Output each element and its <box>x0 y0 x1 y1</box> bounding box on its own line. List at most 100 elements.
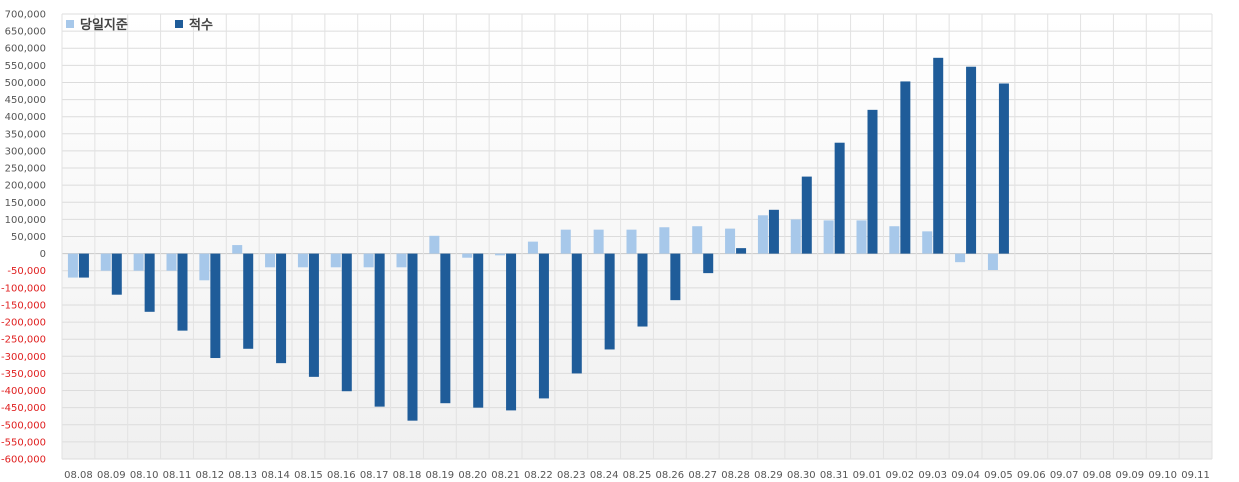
bar-accumulated <box>801 176 812 254</box>
bar-daily-reserve <box>757 215 768 254</box>
x-tick-label: 08.15 <box>294 470 323 481</box>
bar-accumulated <box>736 248 747 254</box>
x-tick-label: 08.24 <box>590 470 619 481</box>
bar-daily-reserve <box>889 226 900 254</box>
legend-swatch-accumulated <box>175 20 183 28</box>
x-tick-label: 08.18 <box>393 470 422 481</box>
bar-accumulated <box>473 253 484 408</box>
bar-accumulated <box>341 253 352 392</box>
bar-daily-reserve <box>363 253 374 268</box>
bar-daily-reserve <box>462 253 473 258</box>
bar-daily-reserve <box>166 253 177 271</box>
x-axis-tick-labels: 08.08 08.09 08.10 08.11 08.12 08.13 08.14 08.15… <box>64 470 1210 481</box>
y-tick-label: 650,000 <box>5 27 46 38</box>
x-tick-label: 08.26 <box>656 470 685 481</box>
bar-daily-reserve <box>856 220 867 254</box>
y-tick-label: 50,000 <box>11 232 46 243</box>
x-tick-label: 08.31 <box>820 470 849 481</box>
bar-daily-reserve <box>265 253 276 268</box>
y-tick-label: -100,000 <box>1 283 46 294</box>
y-tick-label: 150,000 <box>5 198 46 209</box>
bars <box>67 57 1009 421</box>
legend-label-accumulated: 적수 <box>189 17 213 33</box>
x-tick-label: 09.01 <box>853 470 882 481</box>
x-tick-label: 09.02 <box>886 470 915 481</box>
bar-accumulated <box>308 253 319 377</box>
bar-accumulated <box>867 109 878 254</box>
y-tick-label: 700,000 <box>5 10 46 21</box>
bar-daily-reserve <box>495 253 506 256</box>
bar-daily-reserve <box>626 229 637 254</box>
y-tick-label: -150,000 <box>1 300 46 311</box>
bar-daily-reserve <box>100 253 111 271</box>
x-tick-label: 08.19 <box>426 470 455 481</box>
x-tick-label: 09.10 <box>1148 470 1177 481</box>
bar-daily-reserve <box>396 253 407 268</box>
legend-swatch-daily-reserve <box>66 20 74 28</box>
y-axis-tick-labels: 700,000 650,000 600,000 550,000 500,000 450,0… <box>1 10 46 466</box>
bar-accumulated <box>407 253 418 421</box>
y-tick-label: -350,000 <box>1 369 46 380</box>
y-tick-label: -600,000 <box>1 455 46 466</box>
x-tick-label: 09.03 <box>918 470 947 481</box>
x-tick-label: 08.29 <box>754 470 783 481</box>
x-tick-label: 08.14 <box>261 470 290 481</box>
y-tick-label: 450,000 <box>5 95 46 106</box>
x-tick-label: 09.05 <box>984 470 1013 481</box>
x-tick-label: 08.21 <box>491 470 520 481</box>
x-tick-label: 09.07 <box>1050 470 1079 481</box>
bar-accumulated <box>111 253 122 295</box>
bar-daily-reserve <box>67 253 78 278</box>
bar-accumulated <box>637 253 648 327</box>
bar-accumulated <box>78 253 89 278</box>
bar-daily-reserve <box>725 228 736 254</box>
x-tick-label: 08.17 <box>360 470 389 481</box>
x-tick-label: 08.10 <box>130 470 159 481</box>
bar-daily-reserve <box>790 219 801 254</box>
x-tick-label: 08.23 <box>557 470 586 481</box>
legend: 당일지준 적수 <box>66 17 213 33</box>
x-tick-label: 08.30 <box>787 470 816 481</box>
bar-accumulated <box>900 81 911 254</box>
legend-label-daily-reserve: 당일지준 <box>80 17 128 33</box>
y-tick-label: 550,000 <box>5 61 46 72</box>
bar-daily-reserve <box>560 229 571 254</box>
y-tick-label: -400,000 <box>1 386 46 397</box>
bar-daily-reserve <box>330 253 341 268</box>
x-tick-label: 08.09 <box>97 470 126 481</box>
y-tick-label: 250,000 <box>5 164 46 175</box>
y-tick-label: -500,000 <box>1 420 46 431</box>
y-tick-label: -200,000 <box>1 318 46 329</box>
bar-daily-reserve <box>429 235 440 254</box>
y-tick-label: 600,000 <box>5 44 46 55</box>
x-tick-label: 08.08 <box>64 470 93 481</box>
x-tick-label: 09.04 <box>951 470 980 481</box>
bar-daily-reserve <box>955 253 966 263</box>
y-tick-label: 100,000 <box>5 215 46 226</box>
bar-accumulated <box>276 253 287 364</box>
bar-daily-reserve <box>987 253 998 271</box>
x-tick-label: 08.20 <box>458 470 487 481</box>
bar-accumulated <box>966 66 977 254</box>
bar-accumulated <box>834 142 845 254</box>
x-tick-label: 09.09 <box>1116 470 1145 481</box>
y-tick-label: 350,000 <box>5 129 46 140</box>
y-tick-label: -550,000 <box>1 437 46 448</box>
grid-lines <box>61 13 1213 460</box>
y-tick-label: 200,000 <box>5 181 46 192</box>
bar-accumulated <box>703 253 714 274</box>
bar-accumulated <box>210 253 221 359</box>
x-tick-label: 09.06 <box>1017 470 1046 481</box>
x-tick-label: 08.22 <box>524 470 553 481</box>
bar-accumulated <box>604 253 615 350</box>
bar-accumulated <box>670 253 681 301</box>
bar-accumulated <box>571 253 582 374</box>
bar-daily-reserve <box>133 253 144 271</box>
bar-accumulated <box>144 253 155 312</box>
bar-daily-reserve <box>297 253 308 268</box>
bar-daily-reserve <box>232 245 243 254</box>
x-tick-label: 08.13 <box>228 470 257 481</box>
y-tick-label: 300,000 <box>5 146 46 157</box>
